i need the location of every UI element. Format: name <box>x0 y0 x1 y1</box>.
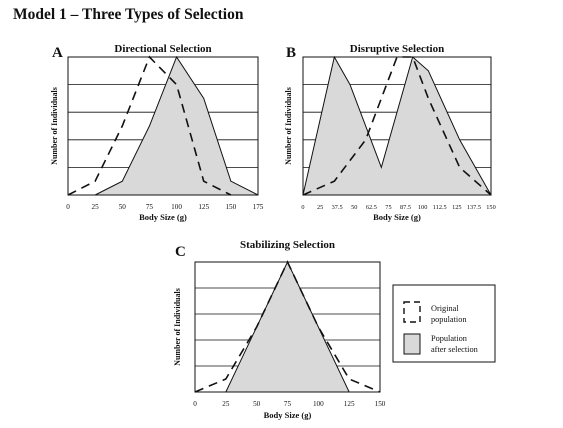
x-tick-label: 150 <box>225 203 236 211</box>
x-tick-label: 112.5 <box>433 204 447 211</box>
x-tick-label: 0 <box>301 204 304 211</box>
x-tick-label: 75 <box>284 400 292 408</box>
panel-c: C Stabilizing Selection 0 25 50 75 100 125 150 Bo… <box>173 239 386 420</box>
x-tick-label: 137.5 <box>467 204 481 211</box>
x-axis-label: Body Size (g) <box>264 410 312 420</box>
x-tick-label: 150 <box>486 204 495 211</box>
x-tick-label: 0 <box>193 400 197 408</box>
x-tick-label: 125 <box>344 400 355 408</box>
legend-original-swatch <box>403 301 421 323</box>
y-axis-label: Number of Individuals <box>284 87 293 165</box>
x-tick-label: 125 <box>198 203 209 211</box>
panel-letter: B <box>286 45 296 61</box>
x-tick-label: 25 <box>222 400 230 408</box>
legend-after-swatch <box>403 333 421 355</box>
x-tick-label: 125 <box>452 204 461 211</box>
legend-after-label-line1: Population <box>431 334 468 343</box>
panel-title: Disruptive Selection <box>350 43 444 55</box>
model-title: Model 1 – Three Types of Selection <box>13 6 244 23</box>
panel-a: A Directional Selection 0 25 50 75 100 125 150 17… <box>50 43 264 222</box>
x-axis-label: Body Size (g) <box>373 212 421 222</box>
x-tick-label: 75 <box>146 203 154 211</box>
x-tick-label: 62.5 <box>366 204 377 211</box>
x-axis-label: Body Size (g) <box>139 212 187 222</box>
plot-frame <box>67 56 259 196</box>
legend: Original population Population after select… <box>392 284 496 363</box>
y-axis-label: Number of Individuals <box>173 288 182 366</box>
x-tick-label: 25 <box>92 203 100 211</box>
legend-original-label-line1: Original <box>431 304 459 313</box>
legend-original-label-line2: population <box>431 315 467 324</box>
x-tick-label: 0 <box>66 203 70 211</box>
legend-after-label-line2: after selection <box>431 345 479 354</box>
panel-title: Stabilizing Selection <box>240 239 335 251</box>
x-tick-label: 100 <box>171 203 182 211</box>
panel-letter: A <box>52 45 63 61</box>
after-selection-area <box>302 55 492 196</box>
x-tick-label: 150 <box>375 400 386 408</box>
plot-frame <box>302 56 492 196</box>
x-tick-label: 100 <box>418 204 427 211</box>
plot-frame <box>194 261 381 393</box>
panel-title: Directional Selection <box>114 43 211 55</box>
x-tick-label: 50 <box>253 400 261 408</box>
after-selection-area <box>94 55 259 196</box>
x-tick-label: 50 <box>351 204 357 211</box>
after-selection-area <box>225 260 350 393</box>
x-tick-label: 87.5 <box>400 204 411 211</box>
x-tick-label: 37.5 <box>332 204 343 211</box>
panel-letter: C <box>175 244 186 260</box>
legend-box <box>392 284 496 363</box>
y-axis-label: Number of Individuals <box>50 87 59 165</box>
x-tick-label: 50 <box>119 203 127 211</box>
x-tick-label: 75 <box>385 204 391 211</box>
x-tick-label: 175 <box>253 203 264 211</box>
x-tick-label: 25 <box>317 204 323 211</box>
panel-b: B Disruptive Selection 0 25 37.5 50 62.5 75 87.5… <box>284 43 496 222</box>
x-tick-label: 100 <box>313 400 324 408</box>
